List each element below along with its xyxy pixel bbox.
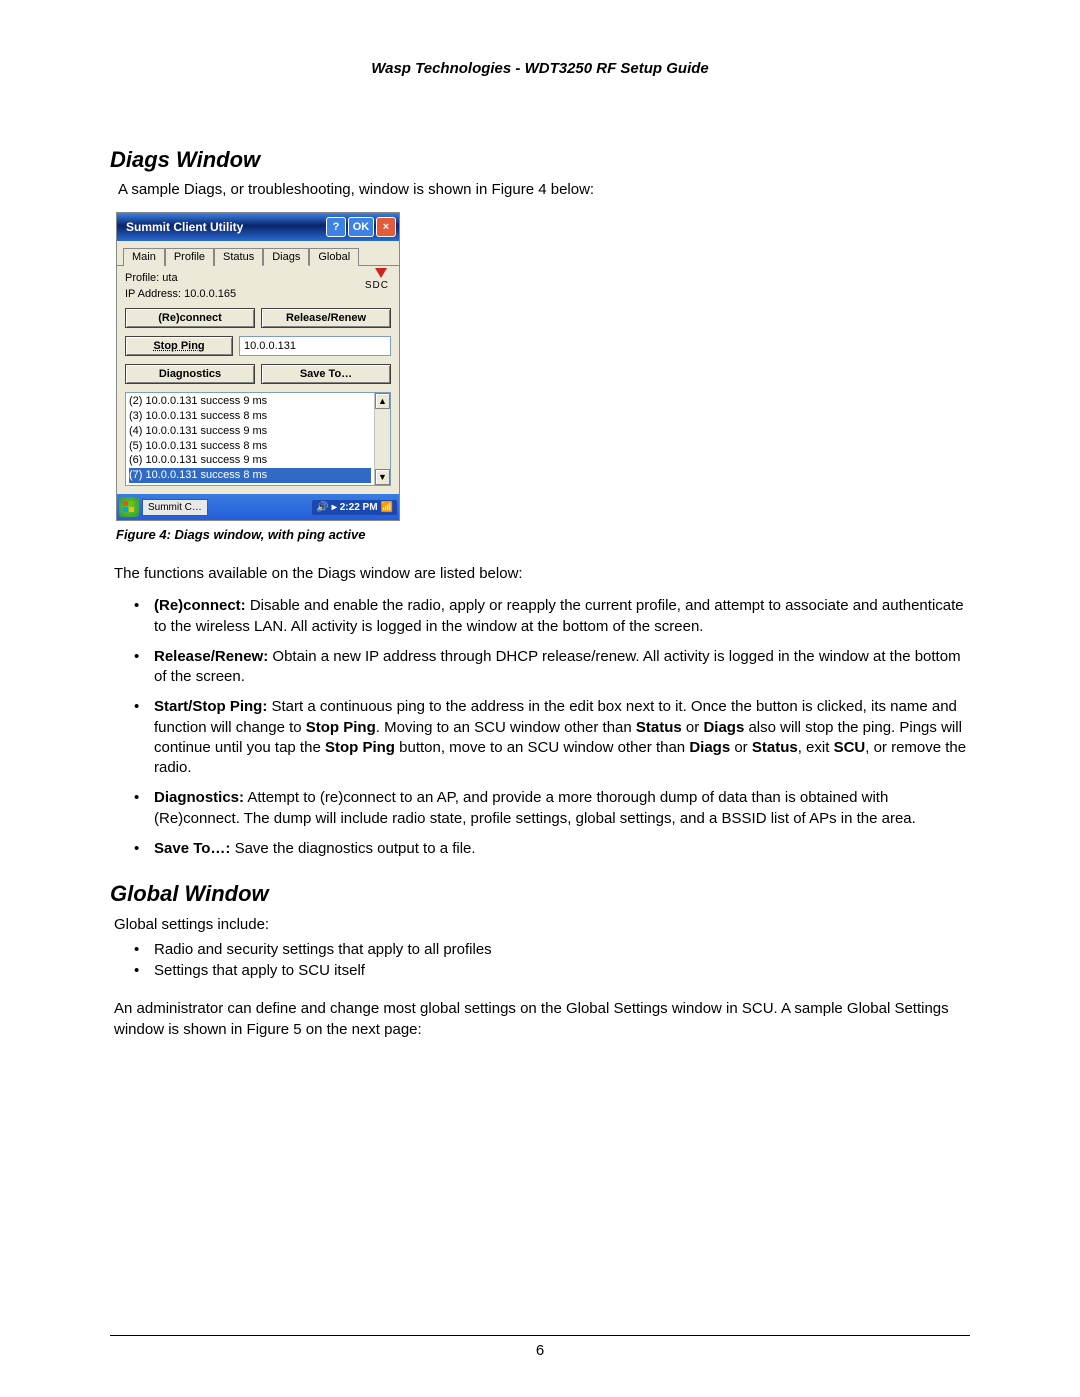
list-item: Radio and security settings that apply t… [128,939,970,960]
b: Status [636,719,682,736]
log-line: (6) 10.0.0.131 success 9 ms [129,453,371,468]
titlebar: Summit Client Utility ? OK × [117,213,399,241]
help-button[interactable]: ? [326,217,346,237]
global-intro: Global settings include: [114,915,970,935]
scroll-track[interactable] [375,409,390,469]
scrollbar[interactable]: ▲ ▼ [374,393,390,485]
sdc-logo: SDC [353,270,389,294]
diagnostics-button[interactable]: Diagnostics [125,364,255,384]
ok-button[interactable]: OK [348,217,374,237]
tray-time: 2:22 PM [340,502,378,513]
stop-ping-button[interactable]: Stop Ping [125,336,233,356]
save-label: Save To…: [154,840,230,857]
reconnect-text: Disable and enable the radio, apply or r… [154,597,964,634]
tray-icon: ▸ [332,502,337,513]
ping-label: Start/Stop Ping: [154,698,267,715]
list-item: Start/Stop Ping: Start a continuous ping… [128,697,970,778]
page-number: 6 [536,1342,544,1359]
scroll-down-icon[interactable]: ▼ [375,469,390,485]
document-header: Wasp Technologies - WDT3250 RF Setup Gui… [110,60,970,77]
figure-caption: Figure 4: Diags window, with ping active [116,527,970,542]
b: SCU [834,739,866,756]
diag-label: Diagnostics: [154,789,244,806]
global-list: Radio and security settings that apply t… [128,939,970,981]
log-line: (2) 10.0.0.131 success 9 ms [129,394,371,409]
global-para: An administrator can define and change m… [114,999,970,1040]
tab-status[interactable]: Status [214,248,263,266]
log-line: (3) 10.0.0.131 success 8 ms [129,409,371,424]
sdc-label: SDC [365,280,389,291]
release-text: Obtain a new IP address through DHCP rel… [154,648,961,685]
b: Stop Ping [306,719,376,736]
functions-list: (Re)connect: Disable and enable the radi… [128,596,970,859]
tab-main[interactable]: Main [123,248,165,266]
tab-strip: Main Profile Status Diags Global [117,241,399,266]
b: Stop Ping [325,739,395,756]
list-item: (Re)connect: Disable and enable the radi… [128,596,970,637]
tab-diags[interactable]: Diags [263,248,309,266]
log-line-selected: (7) 10.0.0.131 success 8 ms [129,468,371,483]
release-label: Release/Renew: [154,648,268,665]
ip-line: IP Address: 10.0.0.165 [125,288,391,300]
functions-intro: The functions available on the Diags win… [114,564,970,584]
log-line: (5) 10.0.0.131 success 8 ms [129,439,371,454]
scroll-up-icon[interactable]: ▲ [375,393,390,409]
screenshot-window: Summit Client Utility ? OK × Main Profil… [116,212,400,521]
system-tray: 🔊 ▸ 2:22 PM 📶 [312,500,397,515]
sdc-triangle-icon [375,268,387,278]
log-lines: (2) 10.0.0.131 success 9 ms (3) 10.0.0.1… [126,393,374,485]
taskbar: Summit C… 🔊 ▸ 2:22 PM 📶 [117,494,399,520]
save-text: Save the diagnostics output to a file. [230,840,475,857]
tray-icon: 📶 [381,502,393,513]
t: , exit [798,739,834,756]
profile-line: Profile: uta [125,272,391,284]
reconnect-button[interactable]: (Re)connect [125,308,255,328]
t: or [730,739,752,756]
b: Diags [703,719,744,736]
list-item: Settings that apply to SCU itself [128,960,970,981]
tray-icon: 🔊 [316,502,328,513]
release-renew-button[interactable]: Release/Renew [261,308,391,328]
diag-text: Attempt to (re)connect to an AP, and pro… [154,789,916,826]
list-item: Diagnostics: Attempt to (re)connect to a… [128,788,970,829]
log-line: (4) 10.0.0.131 success 9 ms [129,424,371,439]
page-footer: 6 [110,1335,970,1359]
list-item: Release/Renew: Obtain a new IP address t… [128,647,970,688]
tab-global[interactable]: Global [309,248,359,266]
tab-profile[interactable]: Profile [165,248,214,266]
log-area: (2) 10.0.0.131 success 9 ms (3) 10.0.0.1… [125,392,391,486]
b: Status [752,739,798,756]
footer-rule [110,1335,970,1336]
app-body: SDC Profile: uta IP Address: 10.0.0.165 … [117,266,399,494]
b: Diags [689,739,730,756]
t: or [682,719,704,736]
section-heading-diags: Diags Window [110,147,970,173]
list-item: Save To…: Save the diagnostics output to… [128,839,970,859]
t: . Moving to an SCU window other than [376,719,636,736]
t: button, move to an SCU window other than [395,739,689,756]
reconnect-label: (Re)connect: [154,597,246,614]
close-button[interactable]: × [376,217,396,237]
window-title: Summit Client Utility [120,220,324,234]
diags-intro: A sample Diags, or troubleshooting, wind… [118,181,970,198]
section-heading-global: Global Window [110,881,970,907]
start-button-icon[interactable] [119,497,139,517]
taskbar-app[interactable]: Summit C… [142,499,208,516]
save-to-button[interactable]: Save To… [261,364,391,384]
ping-target-input[interactable] [239,336,391,356]
